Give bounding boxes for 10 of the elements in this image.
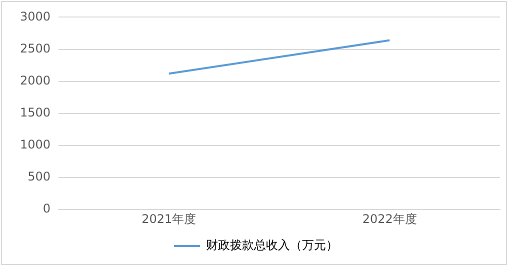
y-tick-label: 2500 [20, 41, 51, 56]
y-tick-label: 3000 [20, 9, 51, 24]
y-tick-label: 2000 [20, 73, 51, 88]
y-tick-label: 1500 [20, 106, 51, 120]
x-tick-label: 2022年度 [362, 212, 417, 226]
y-tick-label: 500 [28, 170, 51, 184]
legend-label: 财政拨款总收入（万元） [206, 238, 338, 252]
x-tick-label: 2021年度 [142, 212, 196, 226]
y-tick-label: 1000 [20, 138, 51, 152]
y-tick-label: 0 [42, 202, 51, 216]
